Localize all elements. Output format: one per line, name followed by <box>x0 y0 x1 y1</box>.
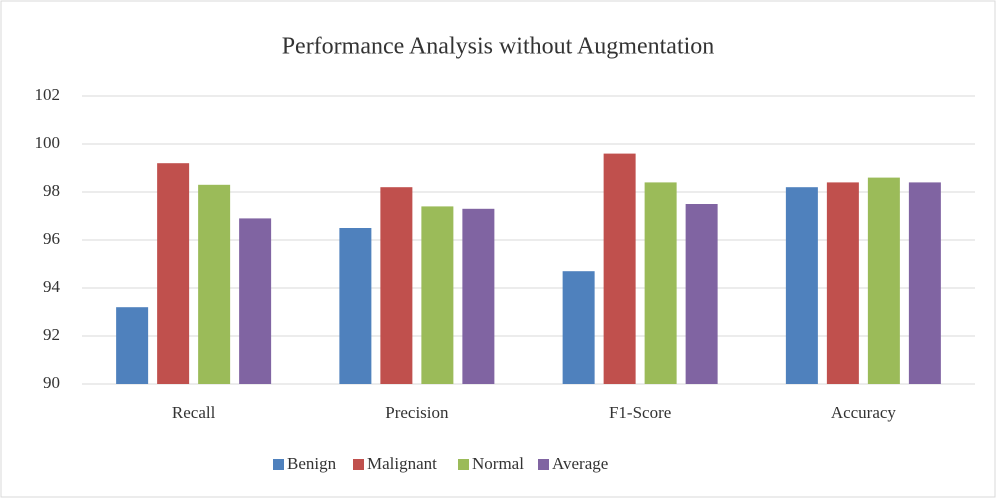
bar <box>644 182 677 384</box>
legend-label: Benign <box>287 454 337 473</box>
bar <box>116 307 149 384</box>
y-tick-label: 100 <box>35 133 61 152</box>
legend-label: Average <box>552 454 608 473</box>
bar <box>685 204 718 384</box>
bar <box>867 177 900 384</box>
bar <box>908 182 941 384</box>
x-tick-label: Accuracy <box>831 403 897 422</box>
y-tick-label: 94 <box>43 277 61 296</box>
y-tick-label: 92 <box>43 325 60 344</box>
legend-label: Normal <box>472 454 524 473</box>
bar <box>826 182 859 384</box>
bar <box>157 163 190 384</box>
bar <box>462 208 495 384</box>
x-tick-label: Precision <box>385 403 449 422</box>
chart-title: Performance Analysis without Augmentatio… <box>282 34 715 60</box>
y-tick-label: 90 <box>43 373 60 392</box>
y-tick-label: 102 <box>35 85 61 104</box>
legend-swatch <box>353 459 364 470</box>
y-tick-label: 98 <box>43 181 60 200</box>
x-tick-label: Recall <box>172 403 216 422</box>
bar <box>198 184 231 384</box>
legend-swatch <box>458 459 469 470</box>
bar <box>562 271 595 384</box>
bar <box>380 187 413 384</box>
bar <box>603 153 636 384</box>
x-tick-label: F1-Score <box>609 403 671 422</box>
legend-swatch <box>273 459 284 470</box>
bar <box>421 206 454 384</box>
bar <box>785 187 818 384</box>
legend-swatch <box>538 459 549 470</box>
y-tick-label: 96 <box>43 229 60 248</box>
legend-label: Malignant <box>367 454 437 473</box>
bar <box>239 218 272 384</box>
bar <box>339 228 372 384</box>
